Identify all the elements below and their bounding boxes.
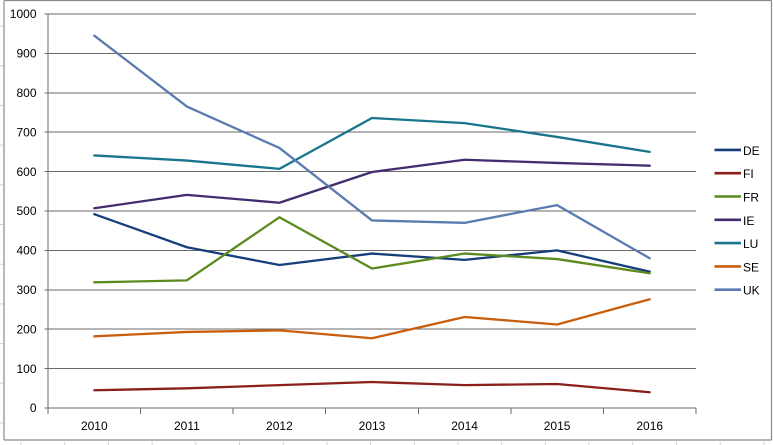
svg-text:UK: UK — [743, 284, 760, 298]
svg-text:2011: 2011 — [174, 419, 200, 433]
svg-text:0: 0 — [30, 401, 37, 415]
svg-text:2014: 2014 — [451, 419, 478, 433]
svg-text:2013: 2013 — [359, 419, 386, 433]
svg-text:700: 700 — [16, 125, 36, 139]
svg-text:300: 300 — [16, 283, 36, 297]
svg-text:900: 900 — [16, 47, 36, 61]
svg-text:100: 100 — [16, 362, 36, 376]
svg-text:800: 800 — [16, 86, 36, 100]
svg-text:400: 400 — [16, 244, 36, 258]
svg-text:500: 500 — [16, 204, 36, 218]
svg-text:2010: 2010 — [81, 419, 108, 433]
svg-text:2012: 2012 — [266, 419, 293, 433]
svg-text:LU: LU — [743, 237, 758, 251]
svg-text:DE: DE — [743, 144, 760, 158]
svg-text:FI: FI — [743, 167, 754, 181]
svg-text:200: 200 — [16, 322, 36, 336]
svg-text:IE: IE — [743, 214, 754, 228]
svg-text:2016: 2016 — [636, 419, 663, 433]
svg-text:1000: 1000 — [10, 7, 37, 21]
svg-text:SE: SE — [743, 260, 759, 274]
svg-text:2015: 2015 — [544, 419, 571, 433]
svg-text:600: 600 — [16, 165, 36, 179]
svg-text:FR: FR — [743, 191, 759, 205]
